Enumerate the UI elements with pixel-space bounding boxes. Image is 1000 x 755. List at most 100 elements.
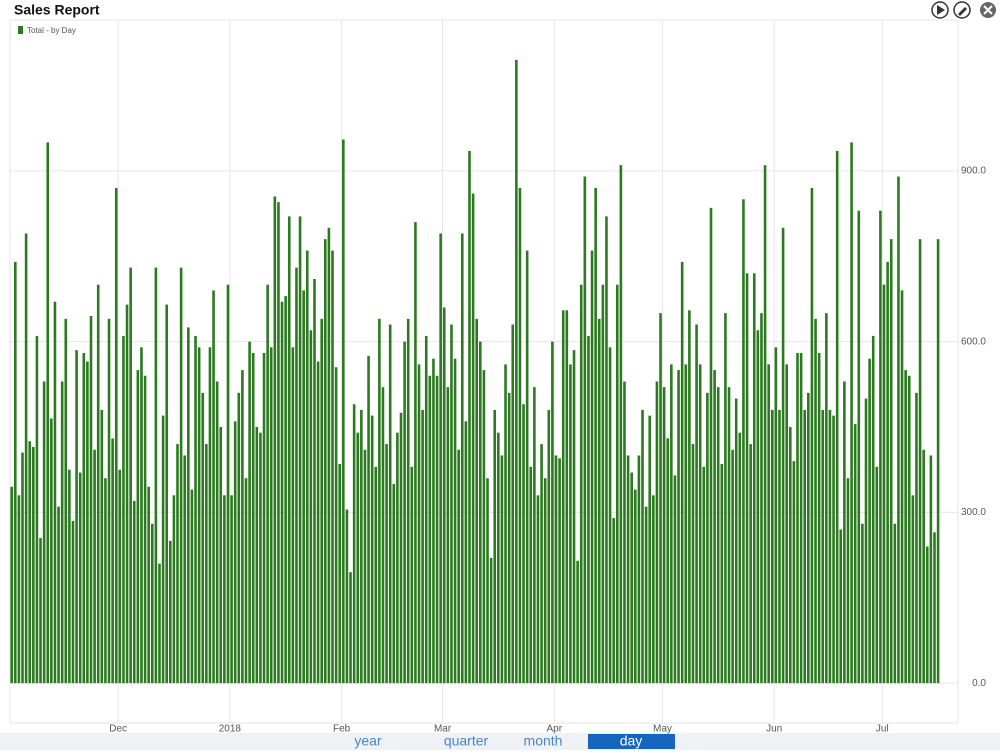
bar [118, 469, 122, 684]
bar [201, 392, 205, 684]
legend-swatch [18, 26, 23, 34]
y-tick-label: 600.0 [961, 336, 986, 347]
legend-label: Total - by Day [27, 26, 76, 35]
bar [644, 506, 648, 684]
bar [897, 176, 900, 684]
bar [122, 335, 125, 684]
bar [169, 540, 172, 684]
bar [114, 187, 118, 684]
bar [511, 324, 515, 684]
bar [525, 250, 529, 684]
bar [104, 478, 107, 684]
edit-button[interactable] [953, 1, 971, 19]
bar [226, 284, 230, 684]
bar [360, 409, 363, 684]
bar [161, 415, 165, 684]
bar [179, 267, 183, 684]
close-button[interactable] [980, 2, 996, 18]
bar [749, 444, 752, 684]
bar [770, 409, 774, 684]
bar [287, 216, 291, 684]
bar [590, 250, 594, 684]
bar [381, 387, 385, 684]
bar [619, 165, 623, 684]
bar [882, 284, 886, 684]
bar [421, 409, 424, 684]
bar [75, 350, 78, 684]
bar [57, 506, 60, 684]
bar [623, 381, 626, 684]
bar [868, 358, 871, 684]
bar [500, 455, 504, 684]
x-tick-label: Jun [766, 724, 782, 735]
bar [432, 358, 435, 684]
bar [251, 353, 255, 684]
bar [338, 464, 342, 684]
bar [688, 310, 691, 684]
bar [886, 261, 889, 684]
bar [810, 187, 814, 684]
bar [143, 375, 147, 684]
plot-area [9, 19, 959, 724]
bar [439, 233, 442, 684]
bar [313, 279, 316, 684]
bar [843, 381, 846, 684]
bar [388, 324, 392, 684]
range-button[interactable]: day [620, 733, 643, 749]
bar [634, 489, 637, 684]
bar [71, 520, 75, 684]
bar [435, 375, 439, 684]
bar [147, 486, 150, 684]
bar [320, 318, 323, 684]
bar [655, 381, 659, 684]
bar [540, 444, 543, 684]
bar [536, 495, 540, 684]
bar [392, 483, 396, 684]
bar [864, 398, 868, 684]
bar [140, 347, 143, 684]
title: Sales Report [14, 2, 100, 18]
bar [273, 196, 277, 684]
bar [832, 415, 835, 684]
y-tick-label: 300.0 [961, 507, 986, 518]
bar [68, 469, 71, 684]
bar [648, 415, 652, 684]
bar [670, 364, 673, 684]
bar [731, 449, 734, 684]
bar [594, 187, 597, 684]
bar [417, 364, 421, 684]
bar [378, 318, 381, 684]
bar [507, 392, 511, 684]
bar [237, 392, 241, 684]
bar [42, 381, 46, 684]
bar [248, 341, 251, 684]
bar [255, 427, 259, 684]
bar [680, 261, 684, 684]
bar [561, 310, 565, 684]
bar [871, 335, 875, 684]
bar [50, 418, 53, 684]
bar [244, 478, 248, 684]
bar [839, 529, 843, 684]
bar [219, 427, 223, 684]
range-button[interactable]: year [354, 733, 382, 749]
bar [10, 486, 13, 684]
bar [60, 381, 64, 684]
bar [324, 239, 327, 684]
bar [796, 353, 799, 684]
bar [356, 432, 360, 684]
bar [583, 176, 587, 684]
bar [460, 233, 464, 684]
bar [569, 364, 572, 684]
bar [706, 392, 709, 684]
range-button[interactable]: month [524, 733, 563, 749]
bar [28, 441, 32, 684]
range-button[interactable]: quarter [444, 733, 489, 749]
bar [601, 284, 605, 684]
bar [129, 267, 132, 684]
bar [21, 452, 24, 684]
button-selected-bg[interactable] [588, 734, 675, 749]
play-button[interactable] [931, 1, 949, 19]
bar [96, 284, 100, 684]
bar [713, 370, 716, 684]
